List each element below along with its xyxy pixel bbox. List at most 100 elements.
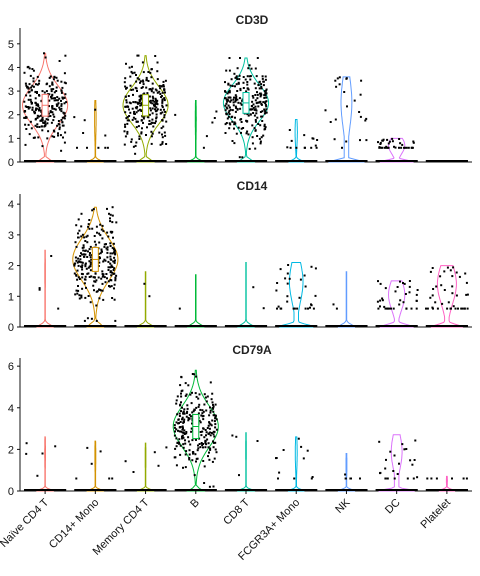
data-point xyxy=(176,442,179,444)
data-point xyxy=(102,298,105,301)
data-point xyxy=(426,307,429,310)
data-point xyxy=(93,289,95,292)
data-point xyxy=(34,91,37,94)
data-point xyxy=(393,145,395,148)
data-point xyxy=(34,97,37,100)
violin-outline xyxy=(72,206,119,328)
data-point xyxy=(48,76,51,79)
data-point xyxy=(88,260,91,263)
data-point xyxy=(245,132,248,135)
data-point xyxy=(394,146,397,149)
data-point xyxy=(232,104,235,107)
panel-title: CD14 xyxy=(237,179,268,193)
data-point xyxy=(202,418,205,421)
data-point xyxy=(59,134,62,137)
data-point xyxy=(73,264,76,267)
data-point xyxy=(95,279,98,282)
data-point xyxy=(164,134,167,137)
data-point xyxy=(64,54,67,57)
data-point xyxy=(55,99,58,102)
data-point xyxy=(215,428,218,431)
data-point xyxy=(447,301,450,304)
data-point xyxy=(203,482,206,484)
data-point xyxy=(414,439,417,442)
data-point xyxy=(40,111,43,113)
data-point xyxy=(149,71,152,74)
data-point xyxy=(192,452,194,455)
data-point xyxy=(109,262,112,265)
data-point xyxy=(189,393,192,396)
data-point xyxy=(133,110,136,113)
data-point xyxy=(236,98,239,101)
data-point xyxy=(139,94,142,97)
data-point xyxy=(452,305,455,308)
data-point xyxy=(402,282,404,284)
data-point xyxy=(199,446,202,449)
data-point xyxy=(212,403,214,406)
data-point xyxy=(93,235,96,237)
data-point xyxy=(155,113,158,116)
data-point xyxy=(136,105,139,108)
data-point xyxy=(199,431,202,433)
data-point xyxy=(159,112,162,115)
data-point xyxy=(24,82,27,85)
data-point xyxy=(49,111,52,114)
data-point xyxy=(300,445,303,448)
data-point xyxy=(138,78,141,81)
data-point xyxy=(251,136,254,139)
data-point xyxy=(263,123,266,126)
data-point xyxy=(235,95,238,98)
data-point xyxy=(111,214,114,217)
data-point xyxy=(275,457,277,460)
data-point xyxy=(76,269,79,272)
data-point xyxy=(111,266,114,268)
data-point xyxy=(130,140,133,143)
data-point xyxy=(255,102,258,105)
data-point xyxy=(189,443,192,446)
data-point xyxy=(230,99,233,102)
data-point xyxy=(110,279,113,282)
data-point xyxy=(77,232,79,235)
data-point xyxy=(338,76,341,79)
data-point xyxy=(81,276,84,279)
data-point xyxy=(43,91,46,94)
data-point xyxy=(140,87,143,89)
data-point xyxy=(415,307,418,310)
data-point xyxy=(86,256,89,258)
data-point xyxy=(200,442,203,444)
data-point xyxy=(314,267,317,270)
data-point xyxy=(41,145,44,148)
data-point xyxy=(102,260,105,263)
data-point xyxy=(161,133,163,136)
data-point xyxy=(178,307,181,310)
data-point xyxy=(215,418,218,421)
data-point xyxy=(104,281,107,284)
data-point xyxy=(163,88,166,91)
data-point xyxy=(76,146,78,149)
violin-2-0 xyxy=(24,436,67,492)
violin-2-7 xyxy=(375,434,419,492)
data-point xyxy=(28,133,31,136)
data-point xyxy=(107,260,110,263)
data-point xyxy=(94,280,97,283)
data-point xyxy=(224,97,226,100)
data-point xyxy=(123,81,126,84)
data-point xyxy=(136,54,139,57)
zero-points xyxy=(275,325,318,327)
data-point xyxy=(246,130,249,133)
data-point xyxy=(180,401,182,404)
data-point xyxy=(241,99,244,102)
data-point xyxy=(25,84,28,87)
violin-0-4 xyxy=(222,57,270,163)
data-point xyxy=(344,473,347,476)
data-point xyxy=(75,289,78,292)
data-point xyxy=(233,127,235,130)
data-point xyxy=(408,285,411,288)
data-point xyxy=(165,104,168,107)
data-point xyxy=(45,83,48,86)
zero-points xyxy=(124,160,167,162)
data-point xyxy=(312,307,315,310)
data-point xyxy=(63,102,66,105)
data-point xyxy=(149,101,152,104)
